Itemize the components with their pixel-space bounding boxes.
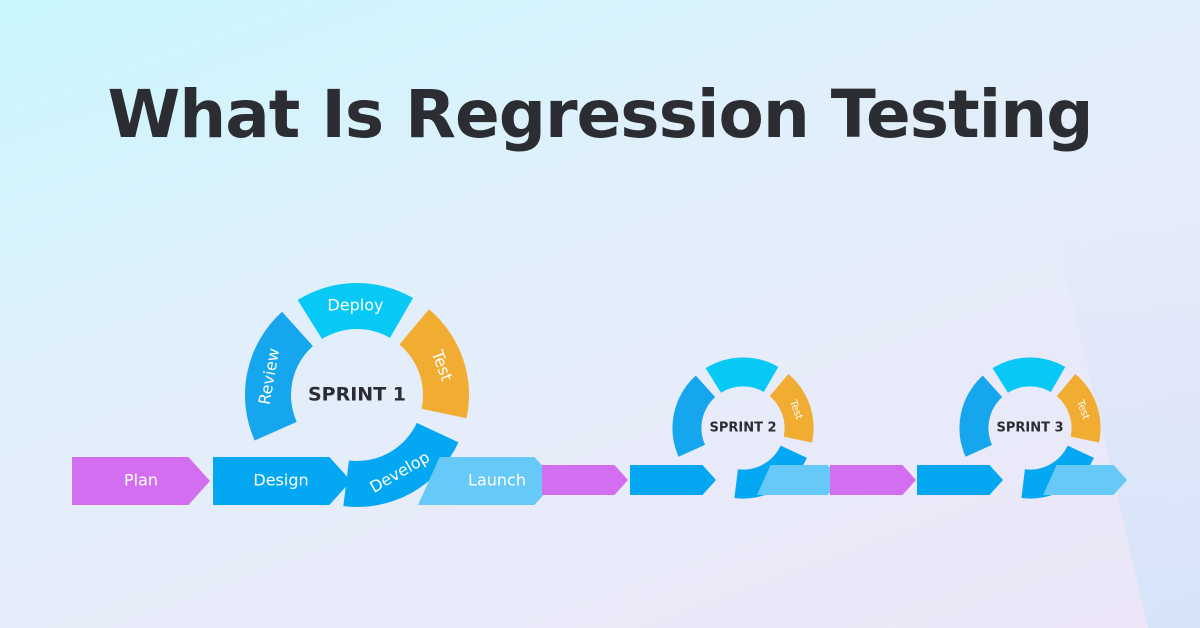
sprint-1-review-segment [244,311,313,441]
sprint-1-label: SPRINT 1 [308,384,406,406]
launch-label: Launch [468,471,526,490]
sprint-3-plan-arrow [830,465,916,495]
sprint-2-deploy-segment [705,357,779,393]
sprint-3-design-arrow [917,465,1003,495]
sprint-3-launch-arrow [1043,465,1127,495]
sprint-1-develop-segment [343,422,459,507]
page-title: What Is Regression Testing [107,76,1093,153]
sprint-3-test-segment [1056,373,1101,443]
plan-label: Plan [124,471,158,490]
sprint-2-review-segment [672,375,716,457]
plan-arrow [72,457,210,505]
design-label: Design [253,471,308,490]
sprint-3-review-segment [959,375,1003,457]
sprint-2-label: SPRINT 2 [709,421,776,436]
sprint-1-deploy-segment [297,283,413,340]
sprint-3-deploy-segment [992,357,1066,393]
launch-arrow [418,457,556,505]
design-arrow [213,457,351,505]
sprint-3-label: SPRINT 3 [996,421,1063,436]
sprint-2-design-arrow [630,465,716,495]
sprint-1-deploy-label: Deploy [327,296,383,315]
sprint-2-plan-arrow [542,465,628,495]
sprint-1-test-segment [399,309,469,419]
sprint-2-launch-arrow [757,465,841,495]
sprint-2-test-segment [769,373,814,443]
